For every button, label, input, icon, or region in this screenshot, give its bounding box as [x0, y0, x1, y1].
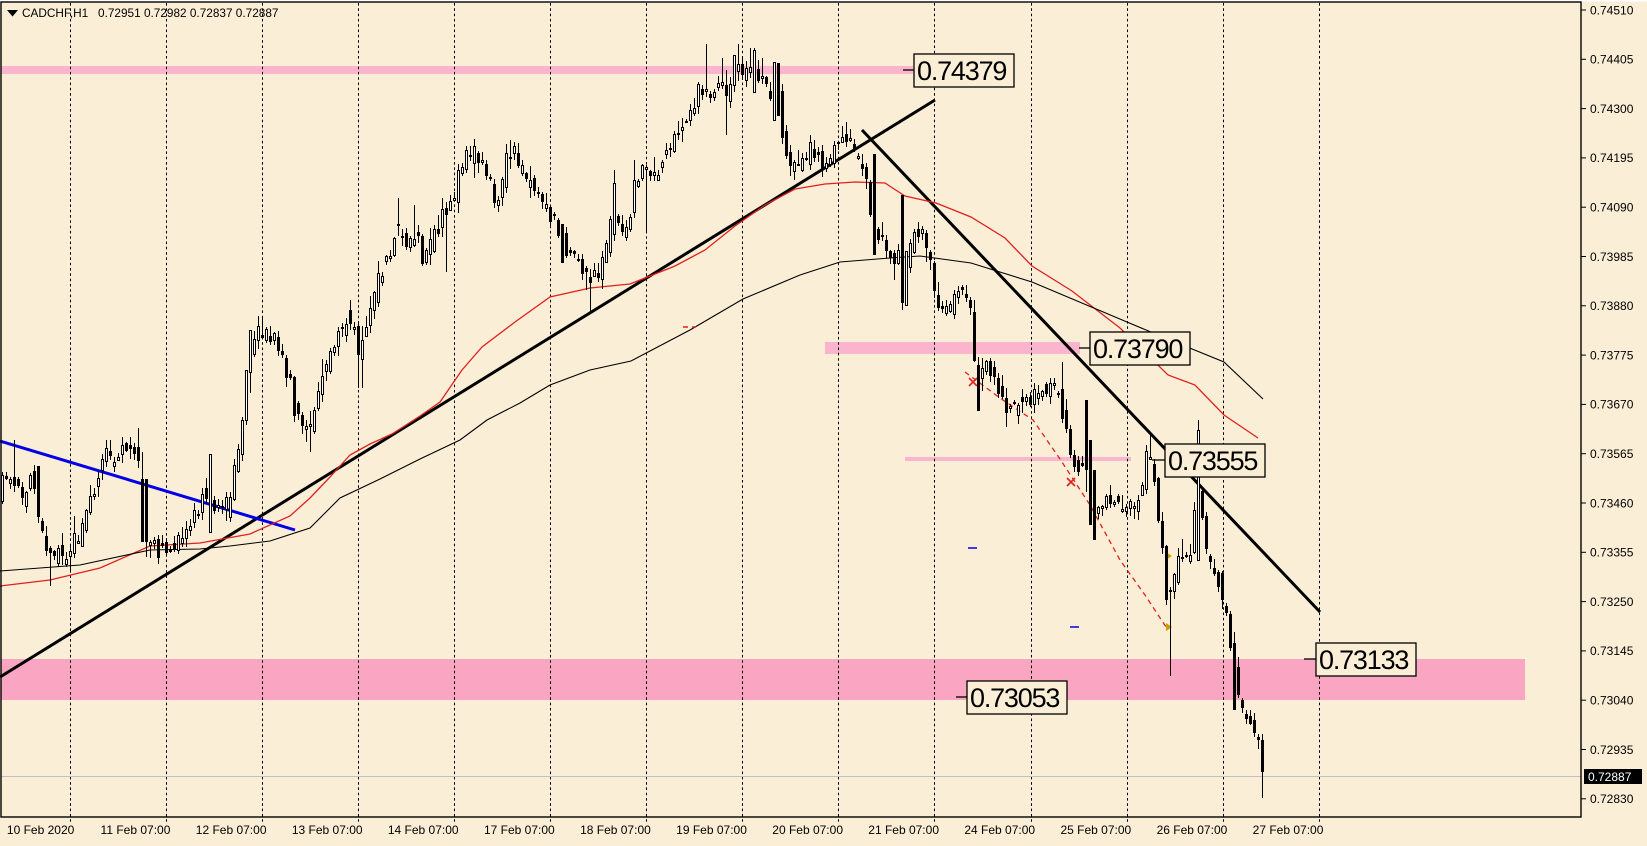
svg-text:0.74300: 0.74300	[1590, 102, 1634, 116]
svg-text:19 Feb 07:00: 19 Feb 07:00	[676, 823, 747, 837]
svg-text:0.73985: 0.73985	[1590, 250, 1634, 264]
svg-text:13 Feb 07:00: 13 Feb 07:00	[292, 823, 363, 837]
svg-text:CADCHF,H1 0.72951 0.72982 0.: CADCHF,H1 0.72951 0.72982 0.72837 0.7288…	[22, 6, 278, 20]
svg-text:21 Feb 07:00: 21 Feb 07:00	[868, 823, 939, 837]
svg-text:0.74510: 0.74510	[1590, 3, 1634, 17]
svg-text:0.74195: 0.74195	[1590, 151, 1634, 165]
svg-text:0.73040: 0.73040	[1590, 694, 1634, 708]
svg-text:14 Feb 07:00: 14 Feb 07:00	[388, 823, 459, 837]
svg-text:11 Feb 07:00: 11 Feb 07:00	[101, 823, 171, 837]
svg-text:0.72935: 0.72935	[1590, 743, 1634, 757]
svg-text:12 Feb 07:00: 12 Feb 07:00	[196, 823, 267, 837]
svg-text:0.73053: 0.73053	[970, 683, 1059, 713]
svg-text:0.74405: 0.74405	[1590, 53, 1634, 67]
svg-text:10 Feb 2020: 10 Feb 2020	[7, 823, 75, 837]
svg-text:0.73145: 0.73145	[1590, 644, 1634, 658]
svg-text:0.73555: 0.73555	[1168, 446, 1257, 476]
svg-text:0.73565: 0.73565	[1590, 447, 1634, 461]
svg-text:0.73460: 0.73460	[1590, 496, 1634, 510]
svg-text:17 Feb 07:00: 17 Feb 07:00	[484, 823, 555, 837]
svg-text:0.73355: 0.73355	[1590, 546, 1634, 560]
svg-text:0.73250: 0.73250	[1590, 595, 1634, 609]
svg-text:0.73133: 0.73133	[1319, 645, 1408, 675]
svg-text:27 Feb 07:00: 27 Feb 07:00	[1253, 823, 1324, 837]
svg-text:0.74090: 0.74090	[1590, 201, 1634, 215]
svg-text:26 Feb 07:00: 26 Feb 07:00	[1157, 823, 1228, 837]
svg-text:0.72887: 0.72887	[1588, 770, 1632, 784]
svg-text:0.74379: 0.74379	[917, 56, 1006, 86]
svg-text:18 Feb 07:00: 18 Feb 07:00	[580, 823, 651, 837]
svg-text:0.73670: 0.73670	[1590, 398, 1634, 412]
svg-text:0.73790: 0.73790	[1093, 334, 1182, 364]
svg-text:25 Feb 07:00: 25 Feb 07:00	[1060, 823, 1131, 837]
svg-text:0.73880: 0.73880	[1590, 299, 1634, 313]
svg-text:24 Feb 07:00: 24 Feb 07:00	[964, 823, 1035, 837]
svg-text:0.73775: 0.73775	[1590, 348, 1634, 362]
svg-text:0.72830: 0.72830	[1590, 792, 1634, 806]
svg-text:20 Feb 07:00: 20 Feb 07:00	[772, 823, 843, 837]
